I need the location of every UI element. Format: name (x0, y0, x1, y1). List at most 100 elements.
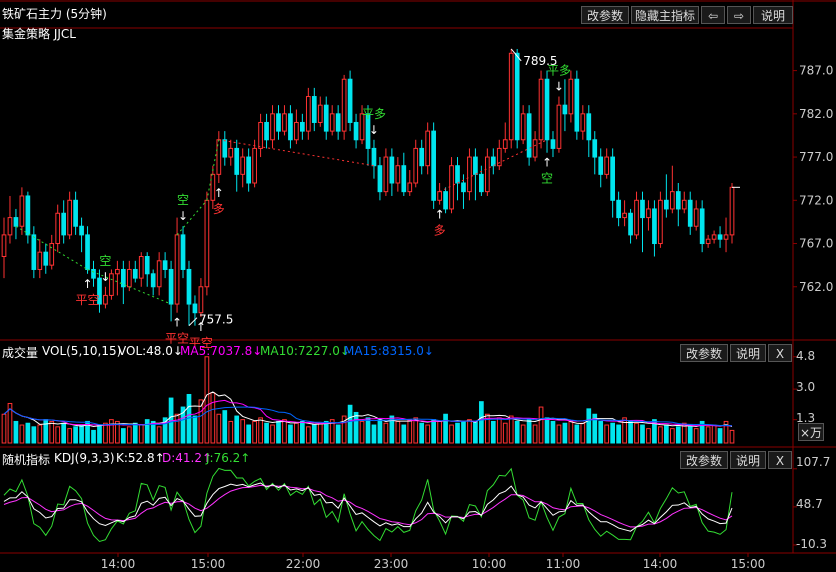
volume-bar (37, 424, 43, 444)
high-price-label: 789.5 (523, 54, 557, 68)
candle (538, 78, 544, 141)
candle (389, 156, 395, 184)
volume-bar (675, 426, 681, 444)
volume-bar (120, 428, 126, 444)
candle (401, 165, 407, 193)
candle (150, 273, 156, 288)
candle (437, 191, 442, 201)
candle (461, 182, 466, 193)
volume-bar (538, 406, 544, 444)
volume-bar (174, 413, 180, 444)
scroll-right-button[interactable]: ⇨ (727, 6, 751, 24)
hide-main-indicator-button[interactable]: 隐藏主指标 (631, 6, 699, 24)
volume-bar (192, 415, 198, 444)
candle (31, 234, 37, 270)
candle (377, 165, 383, 193)
kdj-d-value: D:41.2↑ (162, 451, 213, 465)
kdj-close-button[interactable]: X (768, 451, 792, 469)
volume-unit-button[interactable]: ×万 (798, 423, 824, 441)
candle (711, 234, 717, 240)
volume-bar (508, 415, 514, 444)
candle (85, 234, 90, 270)
volume-bar (228, 420, 234, 444)
candle (162, 260, 168, 270)
candle (574, 78, 580, 132)
candle (311, 96, 317, 123)
time-tick-label: 15:00 (731, 557, 766, 571)
volume-bar (210, 392, 216, 444)
candle (347, 78, 353, 123)
kdj-tick-low: -10.3 (796, 537, 828, 551)
signal-trend-line (218, 139, 375, 167)
candle (705, 238, 711, 245)
volume-bar (126, 426, 132, 444)
volume-bar (67, 428, 72, 444)
candle (467, 156, 472, 193)
candle (610, 156, 616, 201)
time-tick-label: 14:00 (643, 557, 678, 571)
volume-bar (377, 419, 383, 444)
volume-bar (19, 424, 25, 444)
volume-bar (317, 422, 323, 444)
candle (562, 104, 568, 115)
signal-arrow: ↑ (214, 186, 224, 200)
candle (180, 234, 186, 270)
volume-bar (270, 424, 275, 444)
volume-bar (347, 404, 353, 444)
candle (550, 139, 556, 149)
volume-bar (401, 424, 407, 444)
volume-bar (109, 419, 114, 444)
candle (317, 104, 323, 123)
kdj-edit-params-button[interactable]: 改参数 (680, 451, 728, 469)
volume-bar (31, 426, 37, 444)
candle (628, 212, 633, 236)
volume-bar (658, 426, 663, 444)
volume-bar (204, 356, 210, 444)
candle (156, 260, 162, 288)
volume-bar (634, 422, 639, 444)
volume-help-button[interactable]: 说明 (730, 344, 766, 362)
signal-trend-line (87, 269, 172, 305)
volume-bar (305, 426, 311, 444)
candle (210, 173, 216, 201)
volume-bar (586, 408, 592, 444)
candle (7, 217, 13, 236)
volume-bar (598, 420, 604, 444)
signal-label: 平多 (547, 64, 571, 78)
volume-bar (329, 419, 335, 444)
candle (192, 303, 198, 314)
edit-params-button[interactable]: 改参数 (581, 6, 629, 24)
candle (532, 139, 538, 158)
candle (687, 199, 693, 227)
candle (729, 186, 735, 236)
price-tick-label: 767.0 (799, 237, 833, 251)
candle (413, 147, 419, 184)
candle (252, 147, 257, 184)
low-pointer (188, 317, 198, 327)
volume-bar (311, 424, 317, 444)
candle (425, 130, 431, 167)
candle (383, 156, 389, 193)
time-tick-label: 11:00 (546, 557, 581, 571)
candle (479, 173, 484, 193)
volume-edit-params-button[interactable]: 改参数 (680, 344, 728, 362)
volume-bar (55, 426, 61, 444)
volume-bar (532, 424, 538, 444)
candle (508, 52, 514, 141)
candle (723, 234, 729, 240)
volume-bar (556, 424, 562, 444)
candle (79, 225, 84, 236)
volume-bar (479, 401, 484, 444)
kdj-help-button[interactable]: 说明 (730, 451, 766, 469)
help-button[interactable]: 说明 (753, 6, 793, 24)
volume-bar (138, 424, 144, 444)
volume-close-button[interactable]: X (768, 344, 792, 362)
candle (640, 199, 645, 219)
volume-bar (246, 424, 252, 444)
scroll-left-button[interactable]: ⇦ (701, 6, 725, 24)
candle (598, 156, 604, 175)
candle (502, 139, 508, 149)
price-tick-label: 782.0 (799, 107, 833, 121)
volume-bar (198, 399, 204, 444)
